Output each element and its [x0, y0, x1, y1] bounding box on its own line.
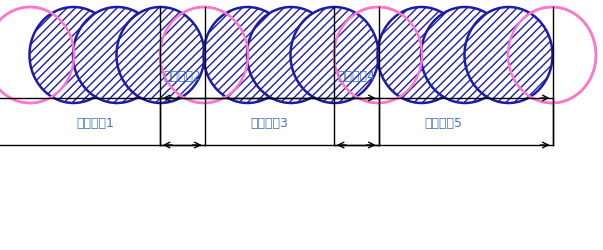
Ellipse shape: [421, 7, 509, 103]
Text: 施工顺序2: 施工顺序2: [163, 70, 201, 83]
Text: 施工顺序3: 施工顺序3: [250, 117, 288, 130]
Ellipse shape: [464, 7, 552, 103]
Ellipse shape: [30, 7, 118, 103]
Text: 施工顺序4: 施工顺序4: [337, 70, 375, 83]
Ellipse shape: [291, 7, 379, 103]
Text: 施工顺序5: 施工顺序5: [425, 117, 463, 130]
Ellipse shape: [247, 7, 335, 103]
Text: 施工顺序1: 施工顺序1: [77, 117, 114, 130]
Ellipse shape: [73, 7, 161, 103]
Ellipse shape: [377, 7, 466, 103]
Ellipse shape: [203, 7, 291, 103]
Ellipse shape: [116, 7, 204, 103]
